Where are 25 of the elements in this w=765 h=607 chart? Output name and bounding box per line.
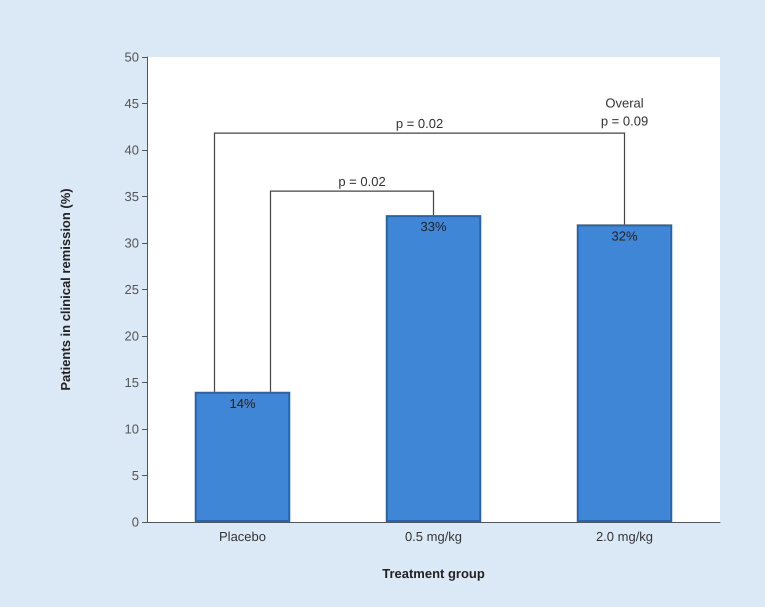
- annotation: p = 0.02: [396, 116, 444, 132]
- y-tick-label: 35: [124, 189, 139, 204]
- data-label: 33%: [420, 219, 447, 234]
- y-tick-label: 0: [132, 514, 139, 530]
- x-tick-label: 2.0 mg/kg: [596, 529, 654, 544]
- annotation: Overal p = 0.09: [600, 96, 648, 129]
- bar: [576, 224, 672, 522]
- y-axis-title: Patients in clinical remission (%): [58, 188, 73, 391]
- y-tick-label: 30: [124, 236, 139, 250]
- bar: [194, 392, 290, 522]
- y-tick-label: 5: [132, 468, 139, 483]
- y-tick-label: 25: [124, 282, 139, 297]
- data-label: 14%: [229, 396, 256, 411]
- y-tick-label: 45: [124, 96, 139, 111]
- y-tick-label: 40: [124, 142, 139, 158]
- bar: [386, 215, 482, 522]
- y-tick-label: 15: [124, 375, 139, 390]
- y-tick-label: 20: [124, 328, 139, 344]
- x-axis-title: Treatment group: [382, 566, 485, 581]
- y-tick-label: 50: [124, 50, 139, 64]
- data-label: 32%: [611, 228, 638, 244]
- annotation: p = 0.02: [338, 174, 386, 190]
- x-tick-label: Placebo: [219, 529, 266, 544]
- x-tick-label: 0.5 mg/kg: [404, 529, 462, 544]
- y-tick-label: 10: [124, 422, 139, 436]
